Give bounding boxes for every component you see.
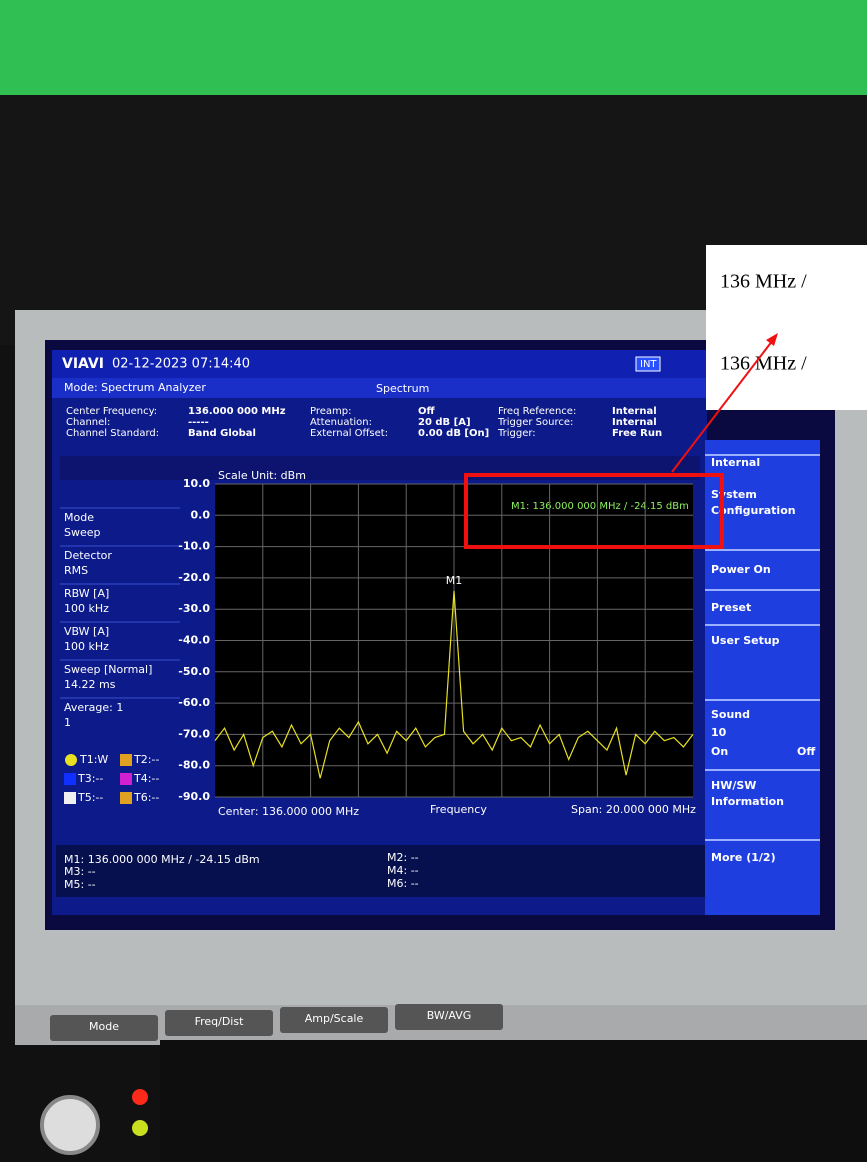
ref-label: INT: [640, 359, 657, 370]
setting-label: Preamp:: [310, 406, 351, 417]
scale-unit: Scale Unit: dBm: [218, 469, 306, 482]
view-label: Spectrum: [376, 382, 429, 395]
setting-value: -----: [188, 417, 209, 428]
y-tick-label: -20.0: [178, 571, 210, 584]
setting-value: Internal: [612, 417, 657, 428]
param-label: RBW [A]: [64, 587, 109, 600]
setting-label: External Offset:: [310, 428, 388, 439]
menu-item[interactable]: User Setup: [711, 634, 780, 647]
menu-item[interactable]: HW/SW: [711, 779, 756, 792]
marker-label: M1: [446, 574, 463, 587]
y-tick-label: -90.0: [178, 790, 210, 803]
y-tick-label: 10.0: [183, 477, 210, 490]
marker-readout: M1: 136.000 000 MHz / -24.15 dBm: [511, 501, 689, 512]
led-green: [132, 1120, 148, 1136]
setting-value: 0.00 dB [On]: [418, 428, 489, 439]
menu-item[interactable]: Off: [797, 745, 815, 758]
y-tick-label: -10.0: [178, 540, 210, 553]
overlay-text: 136 MHz /: [720, 271, 807, 293]
menu-item[interactable]: 10: [711, 726, 727, 739]
legend-label: T6:--: [133, 791, 159, 804]
legend-label: T5:--: [77, 791, 103, 804]
y-tick-label: -70.0: [178, 727, 210, 740]
param-label: Detector: [64, 549, 112, 562]
y-tick-label: -30.0: [178, 602, 210, 615]
param-value: Sweep: [64, 526, 101, 539]
param-label: VBW [A]: [64, 625, 109, 638]
menu-item[interactable]: Information: [711, 795, 784, 808]
y-tick-label: -50.0: [178, 665, 210, 678]
key-label: Mode: [89, 1020, 119, 1033]
y-tick-label: -60.0: [178, 696, 210, 709]
menu-item[interactable]: System: [711, 488, 757, 501]
param-label: Sweep [Normal]: [64, 663, 152, 676]
legend-swatch: [64, 773, 76, 785]
photo: 136 MHz / 136 MHz / VIAVI 02-12-2023 07:…: [0, 0, 867, 1162]
power-button[interactable]: [42, 1097, 98, 1153]
setting-label: Center Frequency:: [66, 406, 157, 417]
menu-item[interactable]: Preset: [711, 601, 751, 614]
param-value: RMS: [64, 564, 88, 577]
setting-label: Attenuation:: [310, 417, 372, 428]
y-tick-label: 0.0: [191, 508, 211, 521]
marker-row: M6: --: [387, 877, 419, 890]
y-tick-label: -40.0: [178, 634, 210, 647]
key-label: Freq/Dist: [195, 1015, 245, 1028]
dark-foreground: [160, 1040, 867, 1162]
param-label: Average: 1: [64, 701, 123, 714]
setting-value: 136.000 000 MHz: [188, 406, 286, 417]
menu-item[interactable]: On: [711, 745, 728, 758]
setting-label: Trigger:: [497, 428, 536, 439]
param-value: 1: [64, 716, 71, 729]
setting-value: Band Global: [188, 428, 256, 439]
setting-value: Free Run: [612, 428, 662, 439]
key-label: Amp/Scale: [305, 1012, 364, 1025]
param-label: Mode: [64, 511, 94, 524]
legend-swatch: [65, 754, 77, 766]
setting-value: 20 dB [A]: [418, 417, 471, 428]
param-value: 14.22 ms: [64, 678, 116, 691]
param-value: 100 kHz: [64, 640, 109, 653]
param-value: 100 kHz: [64, 602, 109, 615]
green-background: [0, 0, 867, 110]
menu-item[interactable]: Internal: [711, 456, 760, 469]
x-axis-label: Frequency: [430, 803, 487, 816]
marker-row: M4: --: [387, 864, 419, 877]
datetime: 02-12-2023 07:14:40: [112, 357, 250, 372]
menu-item[interactable]: Power On: [711, 563, 771, 576]
marker-row: M3: --: [64, 865, 96, 878]
setting-label: Freq Reference:: [498, 406, 576, 417]
legend-label: T4:--: [133, 772, 159, 785]
legend-label: T3:--: [77, 772, 103, 785]
legend-swatch: [120, 792, 132, 804]
brand: VIAVI: [62, 356, 104, 372]
y-tick-label: -80.0: [178, 759, 210, 772]
legend-label: T2:--: [133, 753, 159, 766]
led-red: [132, 1089, 148, 1105]
legend-swatch: [120, 773, 132, 785]
legend-swatch: [64, 792, 76, 804]
menu-item[interactable]: Sound: [711, 708, 750, 721]
span-label: Span: 20.000 000 MHz: [571, 803, 696, 816]
key-label: BW/AVG: [427, 1009, 472, 1022]
page: 136 MHz / 136 MHz / VIAVI 02-12-2023 07:…: [0, 0, 867, 1162]
setting-value: Internal: [612, 406, 657, 417]
marker-row: M2: --: [387, 851, 419, 864]
setting-value: Off: [418, 406, 436, 417]
menu-item[interactable]: More (1/2): [711, 851, 776, 864]
marker-row: M5: --: [64, 878, 96, 891]
legend-swatch: [120, 754, 132, 766]
setting-label: Trigger Source:: [497, 417, 573, 428]
setting-label: Channel:: [66, 417, 110, 428]
overlay-text: 136 MHz /: [720, 353, 807, 375]
setting-label: Channel Standard:: [66, 428, 159, 439]
center-label: Center: 136.000 000 MHz: [218, 805, 359, 818]
legend-label: T1:W: [79, 753, 108, 766]
mode-label: Mode: Spectrum Analyzer: [64, 381, 206, 394]
